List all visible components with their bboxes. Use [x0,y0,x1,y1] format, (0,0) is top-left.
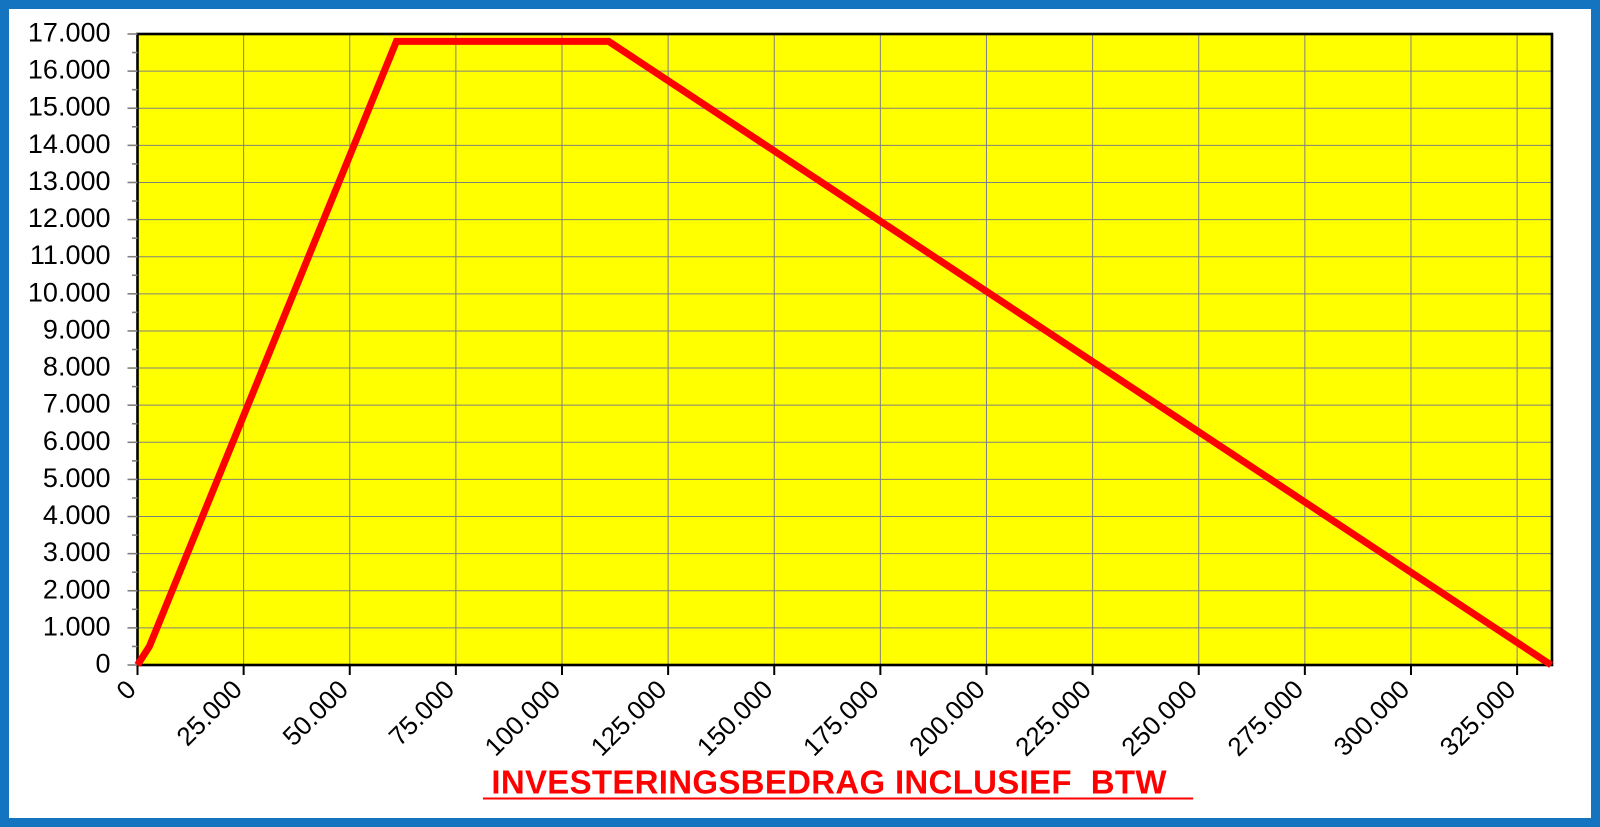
svg-text:13.000: 13.000 [28,166,111,196]
svg-text:5.000: 5.000 [43,463,111,493]
svg-text:17.000: 17.000 [28,18,111,48]
svg-text:7.000: 7.000 [43,389,111,419]
svg-text:9.000: 9.000 [43,314,111,344]
svg-text:3.000: 3.000 [43,537,111,567]
svg-text:0: 0 [95,649,110,679]
svg-text:8.000: 8.000 [43,352,111,382]
svg-text:12.000: 12.000 [28,203,111,233]
svg-text:14.000: 14.000 [28,129,111,159]
svg-text:16.000: 16.000 [28,55,111,85]
svg-text:15.000: 15.000 [28,92,111,122]
svg-text:INVESTERINGSBEDRAG INCLUSIEF: INVESTERINGSBEDRAG INCLUSIEF BTW [491,764,1167,801]
svg-text:1.000: 1.000 [43,611,111,641]
svg-text:2.000: 2.000 [43,574,111,604]
svg-text:11.000: 11.000 [30,240,111,270]
svg-text:4.000: 4.000 [43,500,111,530]
svg-text:10.000: 10.000 [28,277,111,307]
svg-text:6.000: 6.000 [43,426,111,456]
